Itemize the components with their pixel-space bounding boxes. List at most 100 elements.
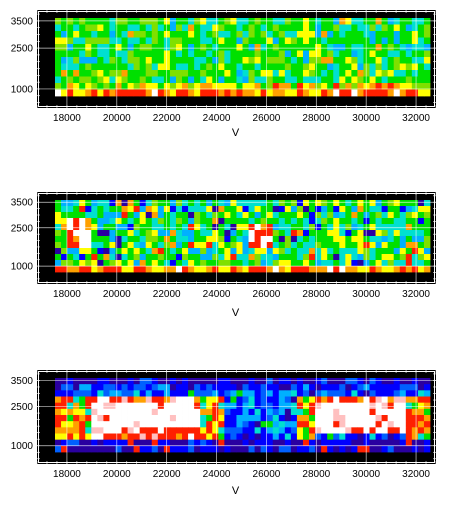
heatmap-cell [103,384,110,391]
heatmap-cell [61,31,68,38]
heatmap-cell [163,70,171,77]
heatmap-cell [163,200,171,207]
heatmap-cell [79,396,86,404]
heatmap-cell [296,260,304,267]
heatmap-cell [387,266,395,273]
heatmap-cell [121,421,128,428]
heatmap-cell [248,415,255,422]
heatmap-cell [272,218,280,225]
heatmap-cell [345,266,352,273]
heatmap-cell [296,248,304,255]
heatmap-cell [351,76,358,84]
heatmap-cell [121,18,128,25]
heatmap-cell [218,415,225,422]
heatmap-cell [399,236,407,243]
heatmap-cell [242,408,249,416]
heatmap-cell [188,50,195,58]
heatmap-cell [55,218,62,225]
heatmap-cell [79,50,86,58]
heatmap-cell [321,421,328,428]
x-tick-label: 20000 [103,469,131,480]
heatmap-cell [272,212,280,219]
heatmap-cell [296,89,304,97]
heatmap-cell [327,31,334,38]
heatmap-cell [218,24,225,32]
heatmap-cell [169,408,177,416]
y-tick-label: 2500 [11,223,34,234]
heatmap-cell [278,70,286,77]
heatmap-cell [157,70,165,77]
heatmap-cell [254,384,262,391]
heatmap-cell [127,76,135,84]
heatmap-cell [163,402,171,410]
heatmap-cell [393,83,401,90]
heatmap-cell [248,44,255,51]
heatmap-cell [139,390,147,397]
heatmap-cell [405,63,413,71]
heatmap-cell [357,433,364,441]
heatmap-cell [109,206,116,213]
heatmap-cell [309,402,316,410]
heatmap-cell [290,242,298,249]
heatmap-cell [387,408,395,416]
heatmap-cell [157,18,165,25]
heatmap-cell [224,206,231,213]
heatmap-cell [357,248,364,255]
heatmap-cell [67,200,74,207]
heatmap-cell [139,218,147,225]
heatmap-cell [169,200,177,207]
heatmap-cell [127,402,135,410]
heatmap-cell [357,18,364,25]
heatmap-cell [127,396,135,404]
heatmap-cell [127,24,135,32]
heatmap-cell [236,242,243,249]
heatmap-cell [302,408,310,416]
heatmap-cell [236,57,243,64]
heatmap-cell [194,18,201,25]
heatmap-cell [169,378,177,385]
heatmap-cell [248,83,255,90]
heatmap-cell [357,50,364,58]
heatmap-cell [188,236,195,243]
heatmap-cell [67,396,74,404]
heatmap-cell [363,37,370,45]
heatmap-cell [175,248,183,255]
heatmap-cell [333,83,340,90]
heatmap-cell [212,230,219,237]
heatmap-cell [393,236,401,243]
heatmap-cell [55,260,62,267]
heatmap-cell [109,63,116,71]
heatmap-cell [405,427,413,434]
heatmap-cell [351,242,358,249]
heatmap-cell [381,63,389,71]
heatmap-cell [139,89,147,97]
heatmap-cell [345,445,352,453]
heatmap-cell [169,224,177,231]
heatmap-cell [139,384,147,391]
heatmap-cell [321,31,328,38]
heatmap-cell [381,83,389,90]
heatmap-cell [399,37,407,45]
heatmap-cell [157,402,165,410]
heatmap-cell [290,421,298,428]
heatmap-cell [260,390,268,397]
heatmap-cell [387,50,395,58]
heatmap-cell [121,230,128,237]
heatmap-cell [302,415,310,422]
heatmap-cell [109,89,116,97]
heatmap-cell [236,396,243,404]
heatmap-cell [266,396,274,404]
heatmap-cell [151,236,159,243]
heatmap-cell [321,415,328,422]
heatmap-cell [423,236,431,243]
heatmap-cell [79,83,86,90]
heatmap-cell [73,212,80,219]
heatmap-cell [417,378,425,385]
heatmap-cell [236,439,243,447]
heatmap-cell [224,378,231,385]
heatmap-cell [393,439,401,447]
heatmap-cell [248,212,255,219]
heatmap-cell [351,70,358,77]
heatmap-cell [393,230,401,237]
heatmap-cell [91,390,98,397]
